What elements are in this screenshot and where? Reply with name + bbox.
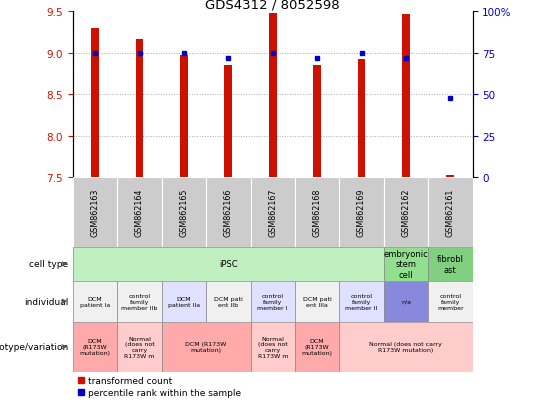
- Bar: [161, 281, 206, 322]
- Legend: transformed count, percentile rank within the sample: transformed count, percentile rank withi…: [77, 376, 241, 397]
- Bar: [428, 248, 472, 281]
- Text: GSM862164: GSM862164: [135, 189, 144, 237]
- Text: GSM862169: GSM862169: [357, 188, 366, 237]
- Bar: [206, 178, 251, 248]
- Bar: [251, 281, 295, 322]
- Text: GSM862166: GSM862166: [224, 189, 233, 237]
- Text: iPSC: iPSC: [219, 260, 238, 269]
- Bar: [224, 66, 232, 178]
- Text: control
family
member: control family member: [437, 293, 464, 310]
- Bar: [295, 322, 339, 372]
- Text: control
family
member II: control family member II: [345, 293, 377, 310]
- Bar: [73, 322, 117, 372]
- Text: GSM862163: GSM862163: [91, 189, 99, 237]
- Text: genotype/variation: genotype/variation: [0, 342, 69, 351]
- Bar: [117, 322, 161, 372]
- Bar: [161, 322, 251, 372]
- Text: fibrobl
ast: fibrobl ast: [437, 255, 464, 274]
- Text: control
family
member IIb: control family member IIb: [122, 293, 158, 310]
- Title: GDS4312 / 8052598: GDS4312 / 8052598: [205, 0, 340, 11]
- Bar: [339, 281, 384, 322]
- Text: cell type: cell type: [30, 260, 69, 269]
- Bar: [73, 178, 117, 248]
- Bar: [161, 178, 206, 248]
- Bar: [428, 281, 472, 322]
- Text: control
family
member I: control family member I: [258, 293, 288, 310]
- Text: DCM pati
ent IIIa: DCM pati ent IIIa: [303, 296, 332, 307]
- Bar: [428, 178, 472, 248]
- Text: GSM862168: GSM862168: [313, 189, 322, 237]
- Bar: [339, 178, 384, 248]
- Bar: [384, 248, 428, 281]
- Bar: [136, 40, 144, 178]
- Text: n/a: n/a: [401, 299, 411, 304]
- Text: Normal
(does not
carry
R173W m: Normal (does not carry R173W m: [258, 336, 288, 358]
- Text: DCM
patient IIa: DCM patient IIa: [168, 296, 200, 307]
- Text: GSM862161: GSM862161: [446, 189, 455, 237]
- Bar: [384, 281, 428, 322]
- Text: embryonic
stem
cell: embryonic stem cell: [383, 249, 428, 279]
- Text: DCM
(R173W
mutation): DCM (R173W mutation): [79, 339, 111, 355]
- Bar: [402, 15, 410, 178]
- Bar: [357, 60, 366, 178]
- Bar: [384, 178, 428, 248]
- Bar: [117, 178, 161, 248]
- Bar: [73, 248, 384, 281]
- Text: DCM (R173W
mutation): DCM (R173W mutation): [185, 342, 227, 352]
- Bar: [73, 281, 117, 322]
- Bar: [339, 322, 472, 372]
- Text: individual: individual: [24, 297, 69, 306]
- Bar: [251, 178, 295, 248]
- Text: GSM862165: GSM862165: [179, 188, 188, 237]
- Bar: [180, 56, 188, 178]
- Text: Normal (does not carry
R173W mutation): Normal (does not carry R173W mutation): [369, 342, 442, 352]
- Bar: [446, 176, 454, 178]
- Bar: [251, 322, 295, 372]
- Bar: [269, 14, 276, 178]
- Text: Normal
(does not
carry
R173W m: Normal (does not carry R173W m: [124, 336, 154, 358]
- Bar: [206, 281, 251, 322]
- Text: DCM pati
ent IIb: DCM pati ent IIb: [214, 296, 242, 307]
- Bar: [295, 178, 339, 248]
- Text: DCM
patient Ia: DCM patient Ia: [80, 296, 110, 307]
- Text: GSM862162: GSM862162: [401, 188, 410, 237]
- Bar: [117, 281, 161, 322]
- Bar: [295, 281, 339, 322]
- Text: DCM
(R173W
mutation): DCM (R173W mutation): [302, 339, 333, 355]
- Text: GSM862167: GSM862167: [268, 188, 277, 237]
- Bar: [313, 66, 321, 178]
- Bar: [91, 29, 99, 178]
